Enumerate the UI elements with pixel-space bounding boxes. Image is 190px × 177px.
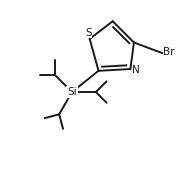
Text: Si: Si xyxy=(67,87,77,97)
Text: S: S xyxy=(86,28,92,38)
Text: N: N xyxy=(132,65,140,75)
Text: Br: Br xyxy=(163,47,175,57)
